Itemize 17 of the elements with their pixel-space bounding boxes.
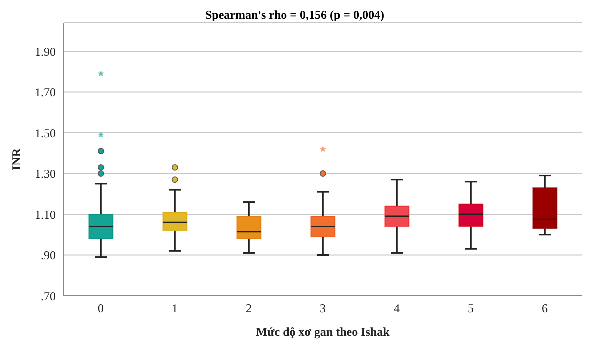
x-tick-label: 2 (246, 302, 252, 316)
x-tick-label: 6 (542, 302, 548, 316)
y-tick-label: .90 (41, 248, 56, 263)
y-axis-title: INR (9, 148, 24, 171)
x-tick-label: 5 (468, 302, 474, 316)
chart-title: Spearman's rho = 0,156 (p = 0,004) (204, 8, 386, 23)
x-axis-title: Mức độ xơ gan theo Ishak (256, 325, 390, 339)
x-tick-label: 1 (172, 302, 178, 316)
y-tick-label: 1.90 (35, 44, 56, 59)
x-tick-label: 3 (320, 302, 326, 316)
y-tick-label: .70 (41, 289, 56, 304)
x-tick-label: 0 (98, 302, 104, 316)
y-tick-label: 1.10 (35, 208, 56, 222)
y-tick-label: 1.50 (35, 126, 56, 140)
y-tick-label: 1.70 (35, 86, 56, 100)
x-tick-label: 4 (394, 302, 400, 316)
y-tick-label: 1.30 (35, 167, 56, 182)
